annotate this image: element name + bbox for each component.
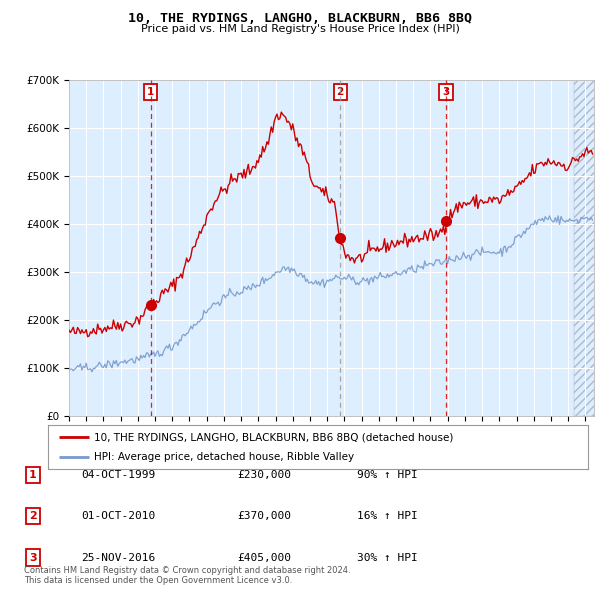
Text: Contains HM Land Registry data © Crown copyright and database right 2024.
This d: Contains HM Land Registry data © Crown c… <box>24 566 350 585</box>
Text: 3: 3 <box>442 87 449 97</box>
Text: 10, THE RYDINGS, LANGHO, BLACKBURN, BB6 8BQ (detached house): 10, THE RYDINGS, LANGHO, BLACKBURN, BB6 … <box>94 432 453 442</box>
Text: 1: 1 <box>147 87 154 97</box>
Text: 04-OCT-1999: 04-OCT-1999 <box>81 470 155 480</box>
Text: £405,000: £405,000 <box>237 553 291 562</box>
Text: Price paid vs. HM Land Registry's House Price Index (HPI): Price paid vs. HM Land Registry's House … <box>140 24 460 34</box>
Text: 01-OCT-2010: 01-OCT-2010 <box>81 512 155 521</box>
Text: 1: 1 <box>29 470 37 480</box>
Text: 25-NOV-2016: 25-NOV-2016 <box>81 553 155 562</box>
Text: 16% ↑ HPI: 16% ↑ HPI <box>357 512 418 521</box>
Text: £370,000: £370,000 <box>237 512 291 521</box>
Text: £230,000: £230,000 <box>237 470 291 480</box>
Text: 3: 3 <box>29 553 37 562</box>
Text: 30% ↑ HPI: 30% ↑ HPI <box>357 553 418 562</box>
Text: 90% ↑ HPI: 90% ↑ HPI <box>357 470 418 480</box>
Text: 2: 2 <box>29 512 37 521</box>
Text: 10, THE RYDINGS, LANGHO, BLACKBURN, BB6 8BQ: 10, THE RYDINGS, LANGHO, BLACKBURN, BB6 … <box>128 12 472 25</box>
Text: 2: 2 <box>337 87 344 97</box>
Text: HPI: Average price, detached house, Ribble Valley: HPI: Average price, detached house, Ribb… <box>94 452 354 461</box>
Bar <box>574 80 600 416</box>
